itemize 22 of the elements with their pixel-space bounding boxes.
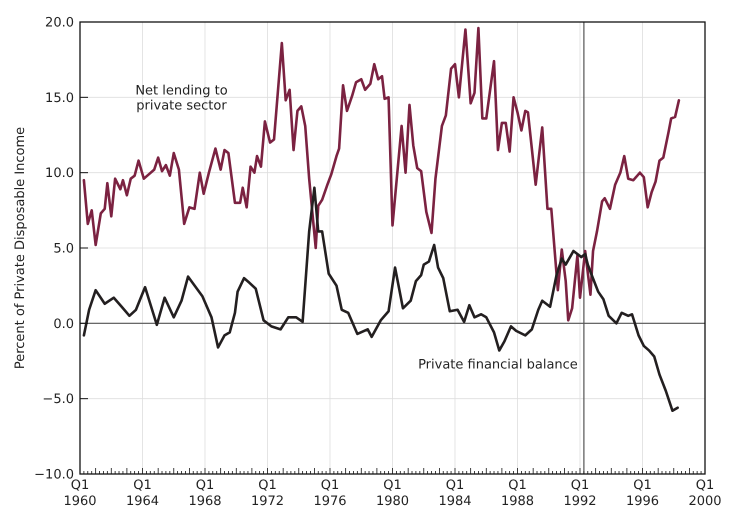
x-tick-label: Q1 1968 <box>188 478 222 509</box>
x-tick-label: Q1 1992 <box>563 478 597 509</box>
line-series <box>82 186 679 412</box>
y-tick-label: 15.0 <box>45 90 74 106</box>
series-label: Private financial balance <box>418 358 578 373</box>
x-tick-label: Q1 1964 <box>126 478 160 509</box>
x-tick-label: Q1 1980 <box>376 478 410 509</box>
x-tick-label: Q1 1988 <box>500 478 534 509</box>
x-tick-label: Q1 1984 <box>438 478 472 509</box>
text: Net lending to private sector <box>135 83 228 114</box>
x-tick-label: Q1 1976 <box>313 478 347 509</box>
x-tick-label: Q1 1960 <box>63 478 97 509</box>
line-series <box>82 26 680 322</box>
y-axis-title: Percent of Private Disposable Income <box>13 126 28 370</box>
y-tick-label: 20.0 <box>45 16 74 31</box>
x-tick-label: Q1 1996 <box>626 478 660 509</box>
y-tick-label: 0.0 <box>53 316 74 332</box>
x-tick-label: Q1 1972 <box>250 478 284 509</box>
y-tick-label: 5.0 <box>53 242 74 257</box>
y-tick-label: −5.0 <box>42 392 74 408</box>
x-tick-label: Q1 2000 <box>688 478 722 509</box>
y-tick-label: 10.0 <box>45 166 74 182</box>
